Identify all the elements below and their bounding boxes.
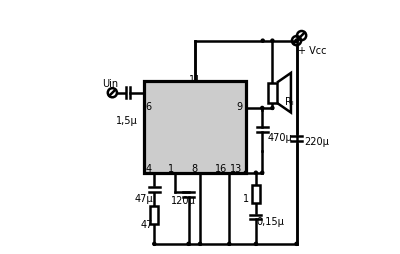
Text: 0,15μ: 0,15μ	[256, 217, 284, 227]
Circle shape	[228, 242, 231, 245]
Text: 470μ: 470μ	[267, 133, 292, 144]
Circle shape	[187, 242, 190, 245]
Text: + Vcc: + Vcc	[298, 46, 326, 56]
Circle shape	[254, 171, 258, 174]
Circle shape	[261, 171, 264, 174]
Circle shape	[295, 242, 298, 245]
Circle shape	[261, 106, 264, 109]
Text: 11: 11	[189, 75, 201, 85]
Text: 6: 6	[145, 102, 152, 112]
Text: 1: 1	[244, 194, 250, 204]
Text: 13: 13	[230, 164, 243, 174]
Text: 47: 47	[141, 220, 153, 230]
Circle shape	[295, 39, 298, 42]
Bar	[144, 81, 246, 173]
Text: 47μ: 47μ	[134, 194, 153, 204]
Text: 1,5μ: 1,5μ	[116, 116, 137, 125]
Circle shape	[198, 242, 202, 245]
Text: 120μ: 120μ	[172, 196, 196, 206]
Text: 1: 1	[168, 164, 174, 174]
Circle shape	[244, 171, 247, 174]
Bar	[150, 206, 158, 224]
Text: 9: 9	[236, 102, 243, 112]
Bar	[252, 185, 260, 203]
Bar	[268, 83, 277, 103]
Circle shape	[254, 242, 258, 245]
Circle shape	[271, 106, 274, 109]
Text: 220μ: 220μ	[304, 137, 329, 147]
Text: 4: 4	[145, 164, 152, 174]
Text: Uin: Uin	[102, 79, 118, 89]
Circle shape	[271, 39, 274, 42]
Text: 8: 8	[191, 164, 197, 174]
Circle shape	[261, 39, 264, 42]
Circle shape	[153, 242, 156, 245]
Text: 16: 16	[215, 164, 227, 174]
Text: Rₗ: Rₗ	[285, 97, 294, 107]
